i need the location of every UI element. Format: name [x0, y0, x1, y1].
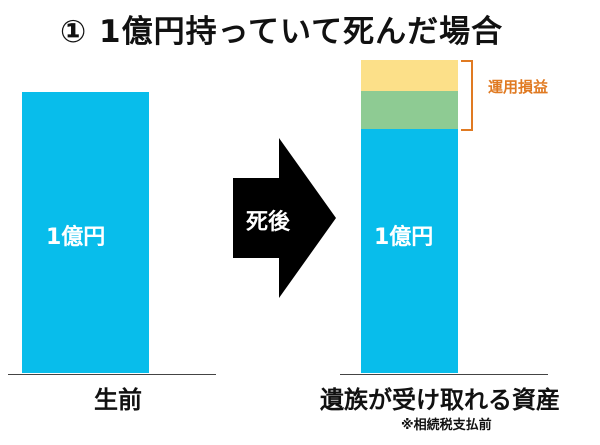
after-death-caption: 遺族が受け取れる資産 [320, 386, 560, 414]
investment-gain-label: 運用損益 [488, 78, 549, 96]
inheritance-principal-label: 1億円 [374, 225, 434, 250]
gain-bracket-icon [461, 60, 473, 131]
inheritance-principal-segment [361, 129, 458, 373]
page-title: ① 1億円持っていて死んだ場合 [60, 14, 504, 50]
before-death-bar-label: 1億円 [46, 225, 106, 250]
after-death-arrow-label: 死後 [246, 210, 291, 235]
investment-gain-green-segment [361, 91, 458, 129]
right-baseline [340, 374, 548, 375]
before-death-caption: 生前 [94, 386, 142, 414]
before-death-bar [22, 92, 149, 373]
investment-gain-yellow-segment [361, 60, 458, 91]
arrow-right-icon [233, 138, 336, 298]
tax-footnote: ※相続税支払前 [401, 418, 492, 433]
left-baseline [8, 374, 216, 375]
